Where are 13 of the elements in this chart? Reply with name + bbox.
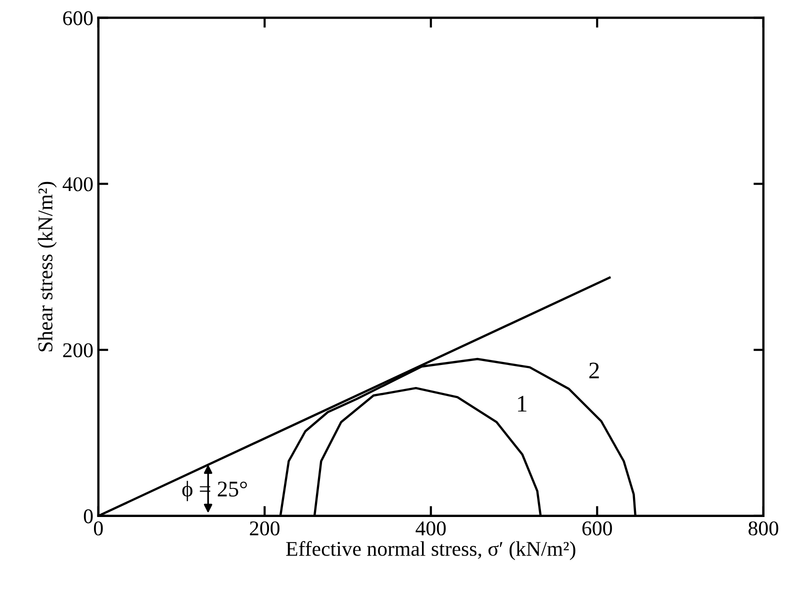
y-tick-label: 0 [84, 509, 93, 524]
x-tick-label: 600 [582, 521, 612, 536]
x-tick-label: 200 [250, 521, 280, 536]
x-tick-label: 0 [94, 521, 103, 536]
series-label: 2 [589, 362, 599, 378]
x-axis-title: Effective normal stress, σ′ (kN/m²) [286, 541, 576, 560]
series-label: 1 [518, 396, 526, 412]
x-tick-label: 800 [748, 521, 778, 536]
y-axis-title: Shear stress (kN/m²) [38, 182, 57, 352]
x-tick-label: 400 [416, 521, 446, 536]
y-tick-label: 600 [63, 11, 93, 26]
y-tick-label: 400 [62, 177, 93, 192]
y-tick-label: 200 [63, 343, 93, 358]
